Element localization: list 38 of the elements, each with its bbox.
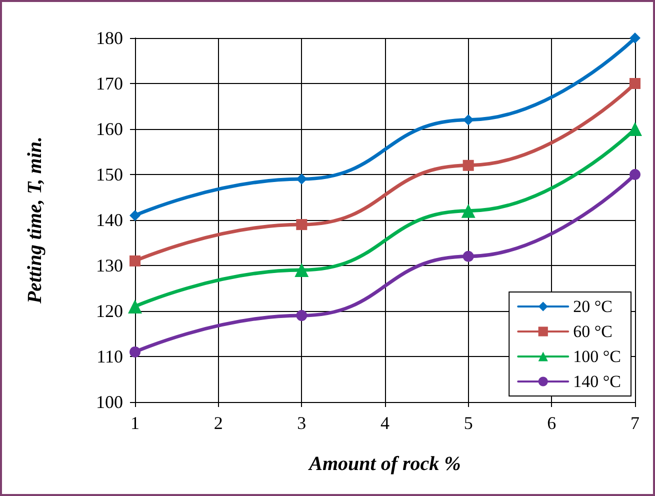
x-tick-label: 7 — [630, 413, 640, 433]
y-tick-label: 170 — [96, 74, 123, 94]
y-axis-title: Petting time, T, min. — [24, 136, 46, 305]
point — [130, 255, 140, 266]
y-tick-label: 130 — [96, 256, 123, 276]
point — [628, 122, 642, 136]
point — [296, 219, 308, 230]
point — [294, 263, 309, 278]
point — [296, 310, 308, 322]
point — [630, 78, 640, 89]
x-tick-label: 6 — [547, 413, 556, 433]
legend-label: 100 °C — [573, 347, 622, 366]
y-tick-label: 180 — [96, 28, 123, 48]
point — [461, 204, 476, 218]
x-tick-label: 2 — [214, 413, 223, 433]
y-tick-label: 140 — [96, 210, 123, 230]
point — [630, 32, 640, 44]
point — [462, 160, 474, 171]
x-axis-title: Amount of rock % — [307, 453, 461, 475]
y-tick-label: 150 — [96, 164, 123, 184]
legend-label: 60 °C — [573, 322, 613, 341]
y-tick-label: 110 — [96, 346, 123, 366]
x-tick-label: 3 — [297, 413, 306, 433]
point — [630, 169, 640, 180]
legend-label: 140 °C — [573, 372, 622, 391]
y-tick-label: 100 — [96, 392, 123, 412]
point — [462, 250, 474, 262]
point — [462, 114, 474, 126]
legend-label: 20 °C — [573, 297, 613, 316]
x-tick-label: 4 — [380, 413, 390, 433]
point — [296, 174, 308, 185]
point — [130, 210, 140, 221]
y-tick-label: 160 — [96, 119, 123, 139]
x-tick-label: 1 — [130, 413, 140, 433]
point — [130, 346, 140, 358]
point — [128, 299, 142, 314]
y-tick-label: 120 — [96, 301, 123, 321]
x-tick-label: 5 — [464, 413, 473, 433]
